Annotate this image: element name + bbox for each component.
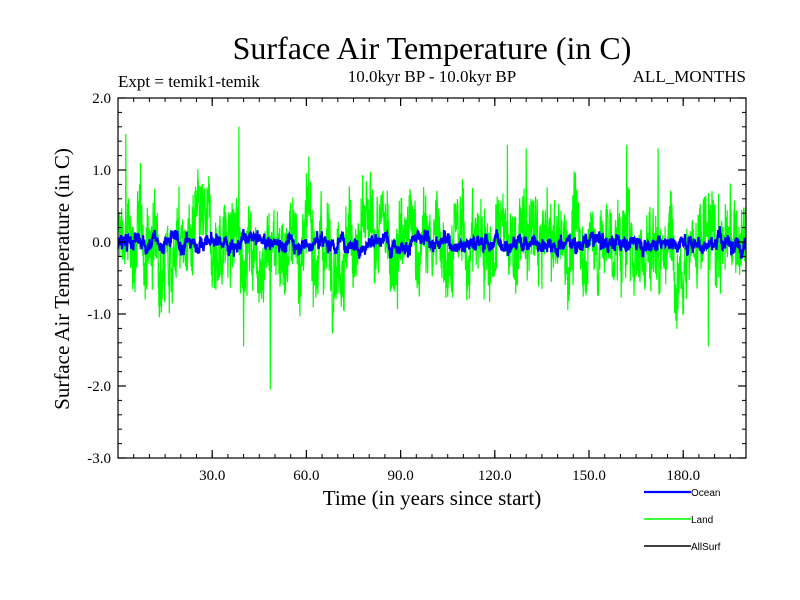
x-tick-label: 120.0: [478, 468, 512, 484]
period-label: 10.0kyr BP - 10.0kyr BP: [348, 67, 516, 86]
x-tick-label: 90.0: [387, 468, 413, 484]
y-tick-label: 1.0: [92, 163, 111, 179]
expt-label: Expt = temik1-temik: [118, 72, 260, 91]
legend-ocean-label: Ocean: [691, 488, 720, 499]
legend: Ocean Land AllSurf: [644, 488, 721, 553]
y-tick-label: 0.0: [92, 235, 111, 251]
y-tick-label: -1.0: [87, 307, 111, 323]
y-tick-label: -3.0: [87, 451, 111, 467]
y-tick-label: -2.0: [87, 379, 111, 395]
x-axis-title: Time (in years since start): [323, 486, 542, 510]
series-land-line: [118, 126, 746, 390]
months-label: ALL_MONTHS: [633, 67, 746, 86]
series-ocean-line: [118, 225, 746, 259]
plot-area: [117, 97, 747, 459]
x-tick-label: 60.0: [293, 468, 319, 484]
y-tick-label: 2.0: [92, 91, 111, 107]
x-tick-label: 180.0: [666, 468, 700, 484]
x-tick-label: 30.0: [199, 468, 225, 484]
legend-land-label: Land: [691, 515, 713, 526]
y-axis-title: Surface Air Temperature (in C): [50, 148, 74, 410]
chart-title: Surface Air Temperature (in C): [233, 30, 632, 66]
y-axis: 2.0 1.0 0.0 -1.0 -2.0 -3.0: [87, 91, 746, 467]
x-axis: 30.0 60.0 90.0 120.0 150.0 180.0: [117, 98, 747, 484]
x-tick-label: 150.0: [572, 468, 606, 484]
legend-allsurf-label: AllSurf: [691, 542, 721, 553]
